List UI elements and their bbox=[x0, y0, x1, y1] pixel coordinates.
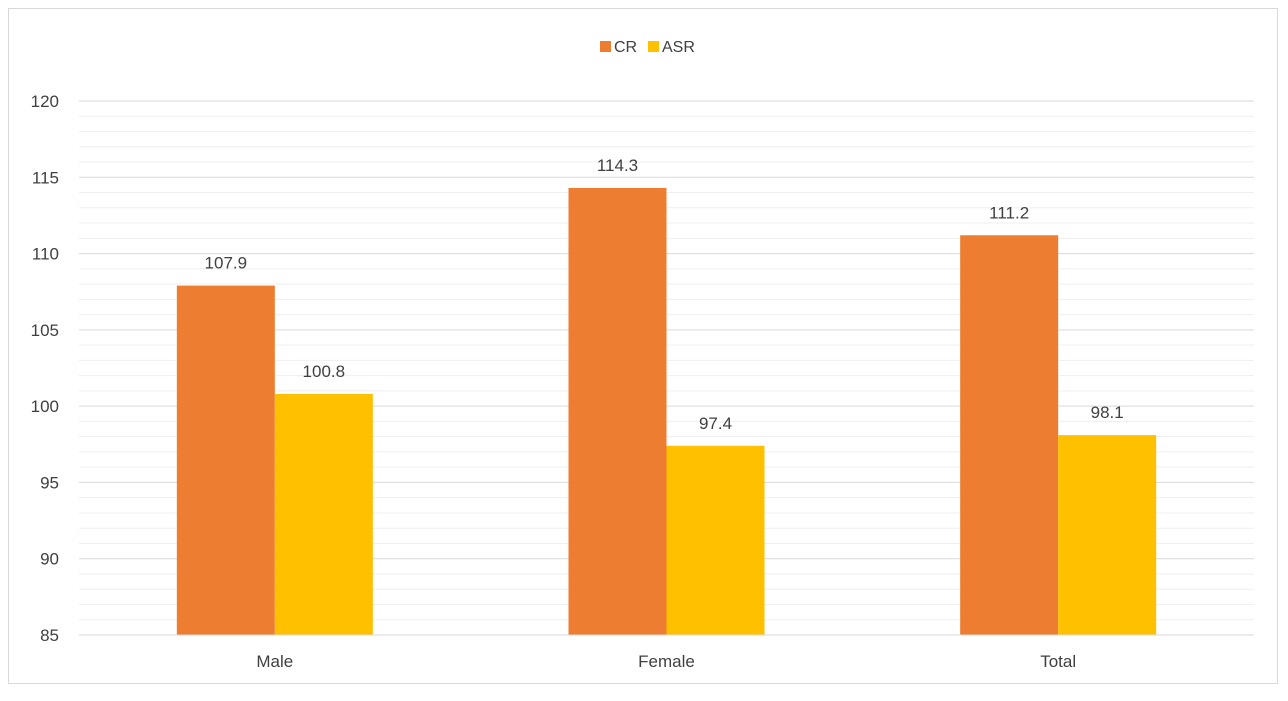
bar-cr-total bbox=[960, 235, 1059, 635]
bar-asr-total bbox=[1058, 435, 1157, 635]
y-tick-label: 90 bbox=[40, 550, 59, 569]
x-tick-label: Male bbox=[256, 652, 293, 671]
data-labels: 107.9 100.8 114.3 97.4 111.2 98.1 bbox=[205, 156, 1124, 433]
y-tick-label: 110 bbox=[32, 245, 59, 264]
x-axis-ticks: Male Female Total bbox=[256, 652, 1076, 671]
bar-chart: 85 90 95 100 105 110 115 120 107.9 100.8 114.3 97.… bbox=[31, 39, 1254, 671]
legend: CR ASR bbox=[600, 39, 695, 56]
data-label-cr-female: 114.3 bbox=[597, 156, 638, 175]
y-tick-label: 105 bbox=[31, 321, 59, 340]
chart-frame: 85 90 95 100 105 110 115 120 107.9 100.8 114.3 97.… bbox=[8, 8, 1278, 684]
legend-label-cr: CR bbox=[614, 39, 637, 56]
x-tick-label: Total bbox=[1040, 652, 1076, 671]
bar-asr-female bbox=[666, 445, 765, 635]
y-tick-label: 85 bbox=[40, 626, 59, 645]
bars bbox=[176, 187, 1157, 636]
bar-cr-female bbox=[568, 187, 667, 636]
y-tick-label: 120 bbox=[31, 92, 59, 111]
y-tick-label: 95 bbox=[40, 473, 59, 492]
data-label-cr-total: 111.2 bbox=[989, 203, 1029, 222]
y-tick-label: 100 bbox=[31, 397, 59, 416]
data-label-asr-female: 97.4 bbox=[699, 414, 732, 433]
bar-cr-male bbox=[176, 285, 275, 635]
data-label-cr-male: 107.9 bbox=[205, 254, 248, 273]
data-label-asr-total: 98.1 bbox=[1091, 403, 1124, 422]
legend-swatch-asr bbox=[648, 41, 659, 52]
y-tick-label: 115 bbox=[32, 168, 59, 187]
x-tick-label: Female bbox=[638, 652, 695, 671]
data-label-asr-male: 100.8 bbox=[303, 362, 346, 381]
bar-asr-male bbox=[274, 393, 373, 635]
legend-label-asr: ASR bbox=[662, 39, 695, 56]
y-axis-ticks: 85 90 95 100 105 110 115 120 bbox=[31, 92, 59, 645]
legend-swatch-cr bbox=[600, 41, 611, 52]
